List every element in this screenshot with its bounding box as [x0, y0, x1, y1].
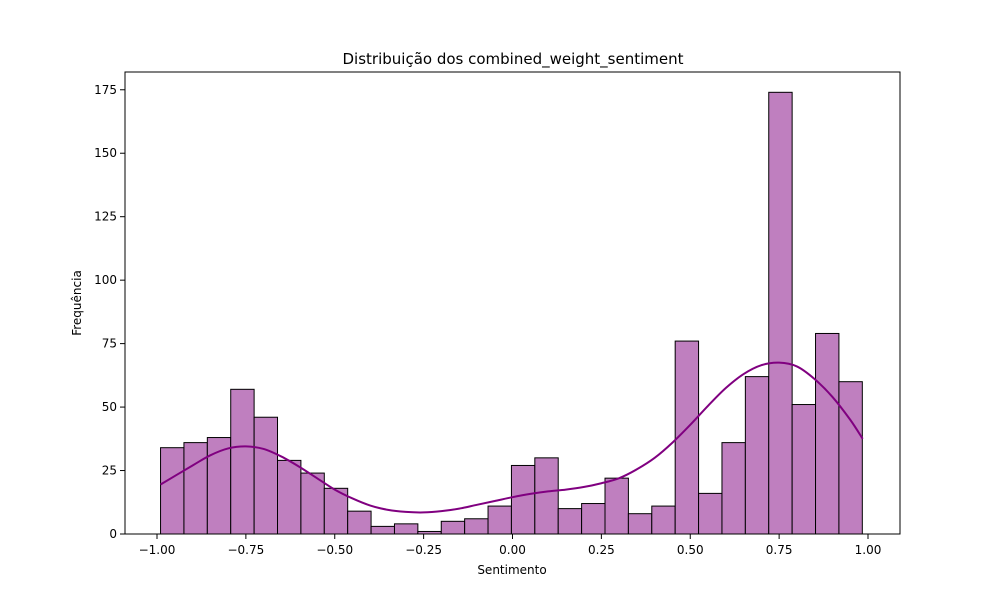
histogram-bar [393, 523, 419, 535]
y-tick-label: 75 [102, 337, 117, 351]
histogram-bar [721, 442, 746, 535]
y-tick-label: 175 [94, 83, 117, 97]
histogram-bar [698, 492, 723, 535]
histogram-bar [347, 510, 372, 535]
histogram-bar [557, 508, 583, 535]
y-tick-label: 100 [94, 273, 117, 287]
x-tick-label: 0.25 [588, 543, 615, 557]
histogram-bar [253, 416, 279, 535]
histogram-bar [370, 525, 395, 535]
histogram-bar [510, 464, 536, 535]
histogram-bar [768, 91, 793, 535]
y-tick-label: 25 [102, 464, 117, 478]
histogram-bar [604, 477, 629, 535]
x-tick-label: −0.50 [316, 543, 353, 557]
histogram-bar [651, 505, 676, 535]
histogram-bar [160, 447, 185, 535]
histogram-bar [791, 404, 817, 535]
histogram-bar [534, 457, 559, 535]
bars-group [160, 91, 863, 535]
y-tick-label: 50 [102, 400, 117, 414]
histogram-bar [581, 503, 606, 535]
histogram-bar [440, 520, 466, 535]
histogram-bar [487, 505, 512, 535]
histogram-bar [464, 518, 489, 535]
histogram-bar [183, 442, 208, 535]
x-tick-label: 0.75 [766, 543, 793, 557]
histogram-bar [815, 332, 840, 535]
y-axis-title: Frequência [70, 270, 84, 336]
histogram-bar [838, 381, 863, 535]
x-axis-title: Sentimento [477, 563, 546, 577]
y-tick-label: 0 [109, 527, 117, 541]
histogram-bar [230, 388, 255, 535]
histogram-bar [627, 513, 653, 535]
y-tick-label: 125 [94, 210, 117, 224]
x-axis: −1.00 −0.75 −0.50 −0.25 0.00 0.25 0.50 0.75 1.00 [139, 534, 882, 557]
x-tick-label: −0.75 [227, 543, 264, 557]
histogram-bar [744, 376, 770, 535]
y-tick-label: 150 [94, 146, 117, 160]
x-tick-label: 1.00 [855, 543, 882, 557]
y-axis: 0 25 50 75 100 125 150 175 [94, 83, 125, 541]
chart-title: Distribuição dos combined_weight_sentime… [343, 50, 684, 69]
histogram-bar [277, 459, 302, 535]
kde-curve [160, 361, 864, 514]
histogram-bar [300, 472, 325, 535]
x-tick-label: 0.50 [677, 543, 704, 557]
x-tick-label: 0.00 [499, 543, 526, 557]
x-tick-label: −0.25 [405, 543, 442, 557]
x-tick-label: −1.00 [139, 543, 176, 557]
